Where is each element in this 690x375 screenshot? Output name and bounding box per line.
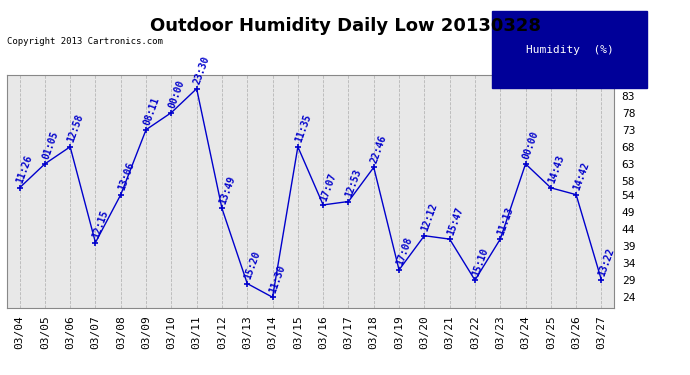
Text: 11:35: 11:35 bbox=[293, 113, 313, 144]
Text: 12:53: 12:53 bbox=[344, 168, 364, 199]
Text: 13:22: 13:22 bbox=[597, 246, 616, 278]
Text: 11:30: 11:30 bbox=[268, 264, 288, 294]
Text: 08:11: 08:11 bbox=[141, 96, 161, 127]
Text: 12:12: 12:12 bbox=[420, 202, 440, 233]
Text: 17:08: 17:08 bbox=[395, 236, 414, 267]
Text: 23:30: 23:30 bbox=[193, 55, 212, 86]
Text: 15:20: 15:20 bbox=[243, 250, 262, 281]
Text: Outdoor Humidity Daily Low 20130328: Outdoor Humidity Daily Low 20130328 bbox=[150, 17, 540, 35]
Text: 15:47: 15:47 bbox=[445, 206, 464, 236]
Text: 22:46: 22:46 bbox=[369, 134, 388, 165]
Text: 12:58: 12:58 bbox=[66, 113, 85, 144]
Text: 01:05: 01:05 bbox=[41, 130, 60, 161]
Text: 13:49: 13:49 bbox=[217, 175, 237, 206]
Text: 11:13: 11:13 bbox=[496, 206, 515, 236]
Text: 17:07: 17:07 bbox=[319, 171, 338, 202]
Text: 15:10: 15:10 bbox=[471, 246, 490, 278]
Text: Copyright 2013 Cartronics.com: Copyright 2013 Cartronics.com bbox=[7, 38, 163, 46]
Text: 00:00: 00:00 bbox=[521, 130, 540, 161]
Text: 12:15: 12:15 bbox=[91, 209, 110, 240]
Text: 14:42: 14:42 bbox=[572, 161, 591, 192]
Text: 13:06: 13:06 bbox=[117, 161, 136, 192]
Text: Humidity  (%): Humidity (%) bbox=[526, 45, 613, 55]
Text: 00:00: 00:00 bbox=[167, 79, 186, 110]
Text: 14:43: 14:43 bbox=[546, 154, 566, 185]
Text: 11:26: 11:26 bbox=[15, 154, 34, 185]
